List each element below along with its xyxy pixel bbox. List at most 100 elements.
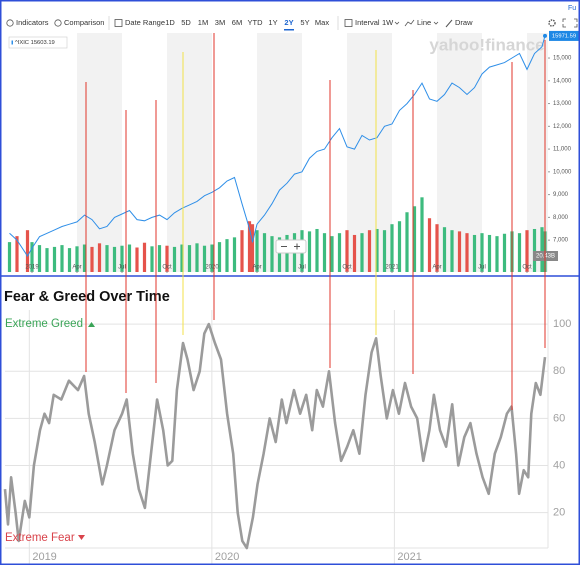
volume-bar [465, 233, 469, 272]
volume-bar [210, 244, 214, 272]
volume-bar [250, 224, 255, 272]
volume-bar [262, 233, 267, 272]
y-tick-label: 20 [553, 507, 565, 519]
volume-bar [397, 221, 402, 272]
volume-bar [202, 245, 207, 272]
annotation: Extreme Fear [5, 532, 75, 544]
range-button[interactable]: 5D [181, 18, 191, 27]
volume-bar [120, 245, 124, 272]
volume-bar [345, 230, 349, 272]
volume-bar [15, 236, 19, 272]
range-button[interactable]: 1M [198, 18, 208, 27]
volume-bar [517, 233, 522, 272]
fear-greed-chart: 20 40 60 80 100 2019 2020 2021 [3, 310, 571, 565]
range-button[interactable]: 1Y [268, 18, 277, 27]
up-triangle [88, 322, 95, 327]
volume-bar [487, 234, 492, 272]
volume-bar [270, 236, 274, 272]
zoom-box [275, 239, 307, 254]
y-tick-label: 8,000 [553, 215, 569, 221]
last-price-dot [543, 33, 547, 38]
volume-bar [307, 231, 312, 272]
range-button[interactable]: 5Y [300, 18, 309, 27]
volume-bar [180, 244, 184, 272]
y-tick-label: 40 [553, 459, 565, 471]
volume-bar [337, 233, 342, 272]
volume-bar [502, 233, 507, 272]
volume-bar [457, 231, 462, 272]
volume-bar [25, 230, 30, 272]
range-button[interactable]: 3M [215, 18, 225, 27]
y-tick-label: 9,000 [553, 192, 569, 198]
x-tick-label: Oct [522, 265, 532, 271]
icon [114, 19, 123, 27]
draw-button[interactable]: Draw [455, 18, 473, 27]
volume-bar [112, 246, 117, 272]
x-tick-label: 2020 [205, 265, 219, 271]
volume-bar [247, 221, 252, 272]
range-button[interactable]: Max [315, 18, 329, 27]
comparison-button[interactable]: Comparison [64, 18, 104, 27]
volume-bar [495, 236, 499, 272]
volume-bar [127, 244, 132, 272]
range-button[interactable]: 6M [232, 18, 242, 27]
y-tick-label: 14,000 [553, 78, 572, 84]
x-tick-label: 2019 [32, 551, 56, 563]
volume-bar [82, 244, 87, 272]
x-tick-label: 2021 [385, 265, 399, 271]
icon [344, 19, 353, 27]
volume-bar [330, 236, 334, 272]
volume-bar [412, 206, 417, 272]
icon [445, 19, 453, 28]
volume-bar [405, 212, 409, 272]
interval-button[interactable]: Interval [355, 18, 380, 27]
legend-swatch [11, 40, 13, 45]
volume-bar [37, 245, 42, 272]
volume-bar [382, 230, 387, 272]
line-button[interactable]: Line [417, 18, 431, 27]
volume-bar [52, 246, 57, 272]
watermark: yahoo!finance [429, 35, 544, 54]
expand-icon[interactable] [562, 18, 578, 28]
icon [404, 19, 415, 27]
y-tick-label: 10,000 [553, 169, 572, 175]
x-tick-label: Oct [162, 265, 172, 271]
volume-bar [480, 233, 484, 272]
chart-title: Fear & Greed Over Time [4, 289, 170, 305]
indicators-button[interactable]: Indicators [16, 18, 49, 27]
volume-bar [540, 227, 544, 272]
range-button[interactable]: YTD [248, 18, 264, 27]
volume-bar [232, 237, 237, 272]
range-button[interactable]: 1D [165, 18, 175, 27]
fear-greed-line [3, 322, 547, 550]
shaded-band [77, 33, 122, 272]
y-tick-label: 11,000 [553, 147, 572, 153]
x-tick-label: 2021 [397, 551, 421, 563]
fullscreen-link[interactable]: Fu [568, 5, 576, 12]
interval-value[interactable]: 1W [382, 18, 394, 27]
volume-bar [420, 197, 424, 272]
legend-label: ^IXIC 15603.19 [15, 40, 55, 46]
volume-bar [7, 242, 12, 272]
volume-bar [255, 230, 259, 272]
shaded-band [167, 33, 212, 272]
date-range-button[interactable]: Date Range [125, 18, 165, 27]
volume-bar [217, 242, 222, 272]
y-tick-label: 7,000 [553, 238, 569, 244]
volume-bar [67, 248, 72, 272]
chevron [394, 21, 400, 25]
volume-bar [240, 230, 244, 272]
volume-bar [142, 242, 147, 272]
settings-icon[interactable] [548, 19, 556, 27]
x-tick-label: Jul [118, 265, 126, 271]
volume-bar [135, 247, 139, 272]
zoom-in[interactable] [294, 243, 300, 250]
volume-bar [187, 245, 192, 272]
volume-bar [450, 230, 454, 272]
range-button[interactable]: 2Y [284, 18, 293, 27]
x-tick-label: Apr [252, 265, 261, 271]
x-tick-label: Jul [298, 265, 306, 271]
chevron [433, 21, 439, 25]
x-tick-label: 2019 [25, 265, 39, 271]
y-tick-label: 12,000 [553, 124, 572, 130]
